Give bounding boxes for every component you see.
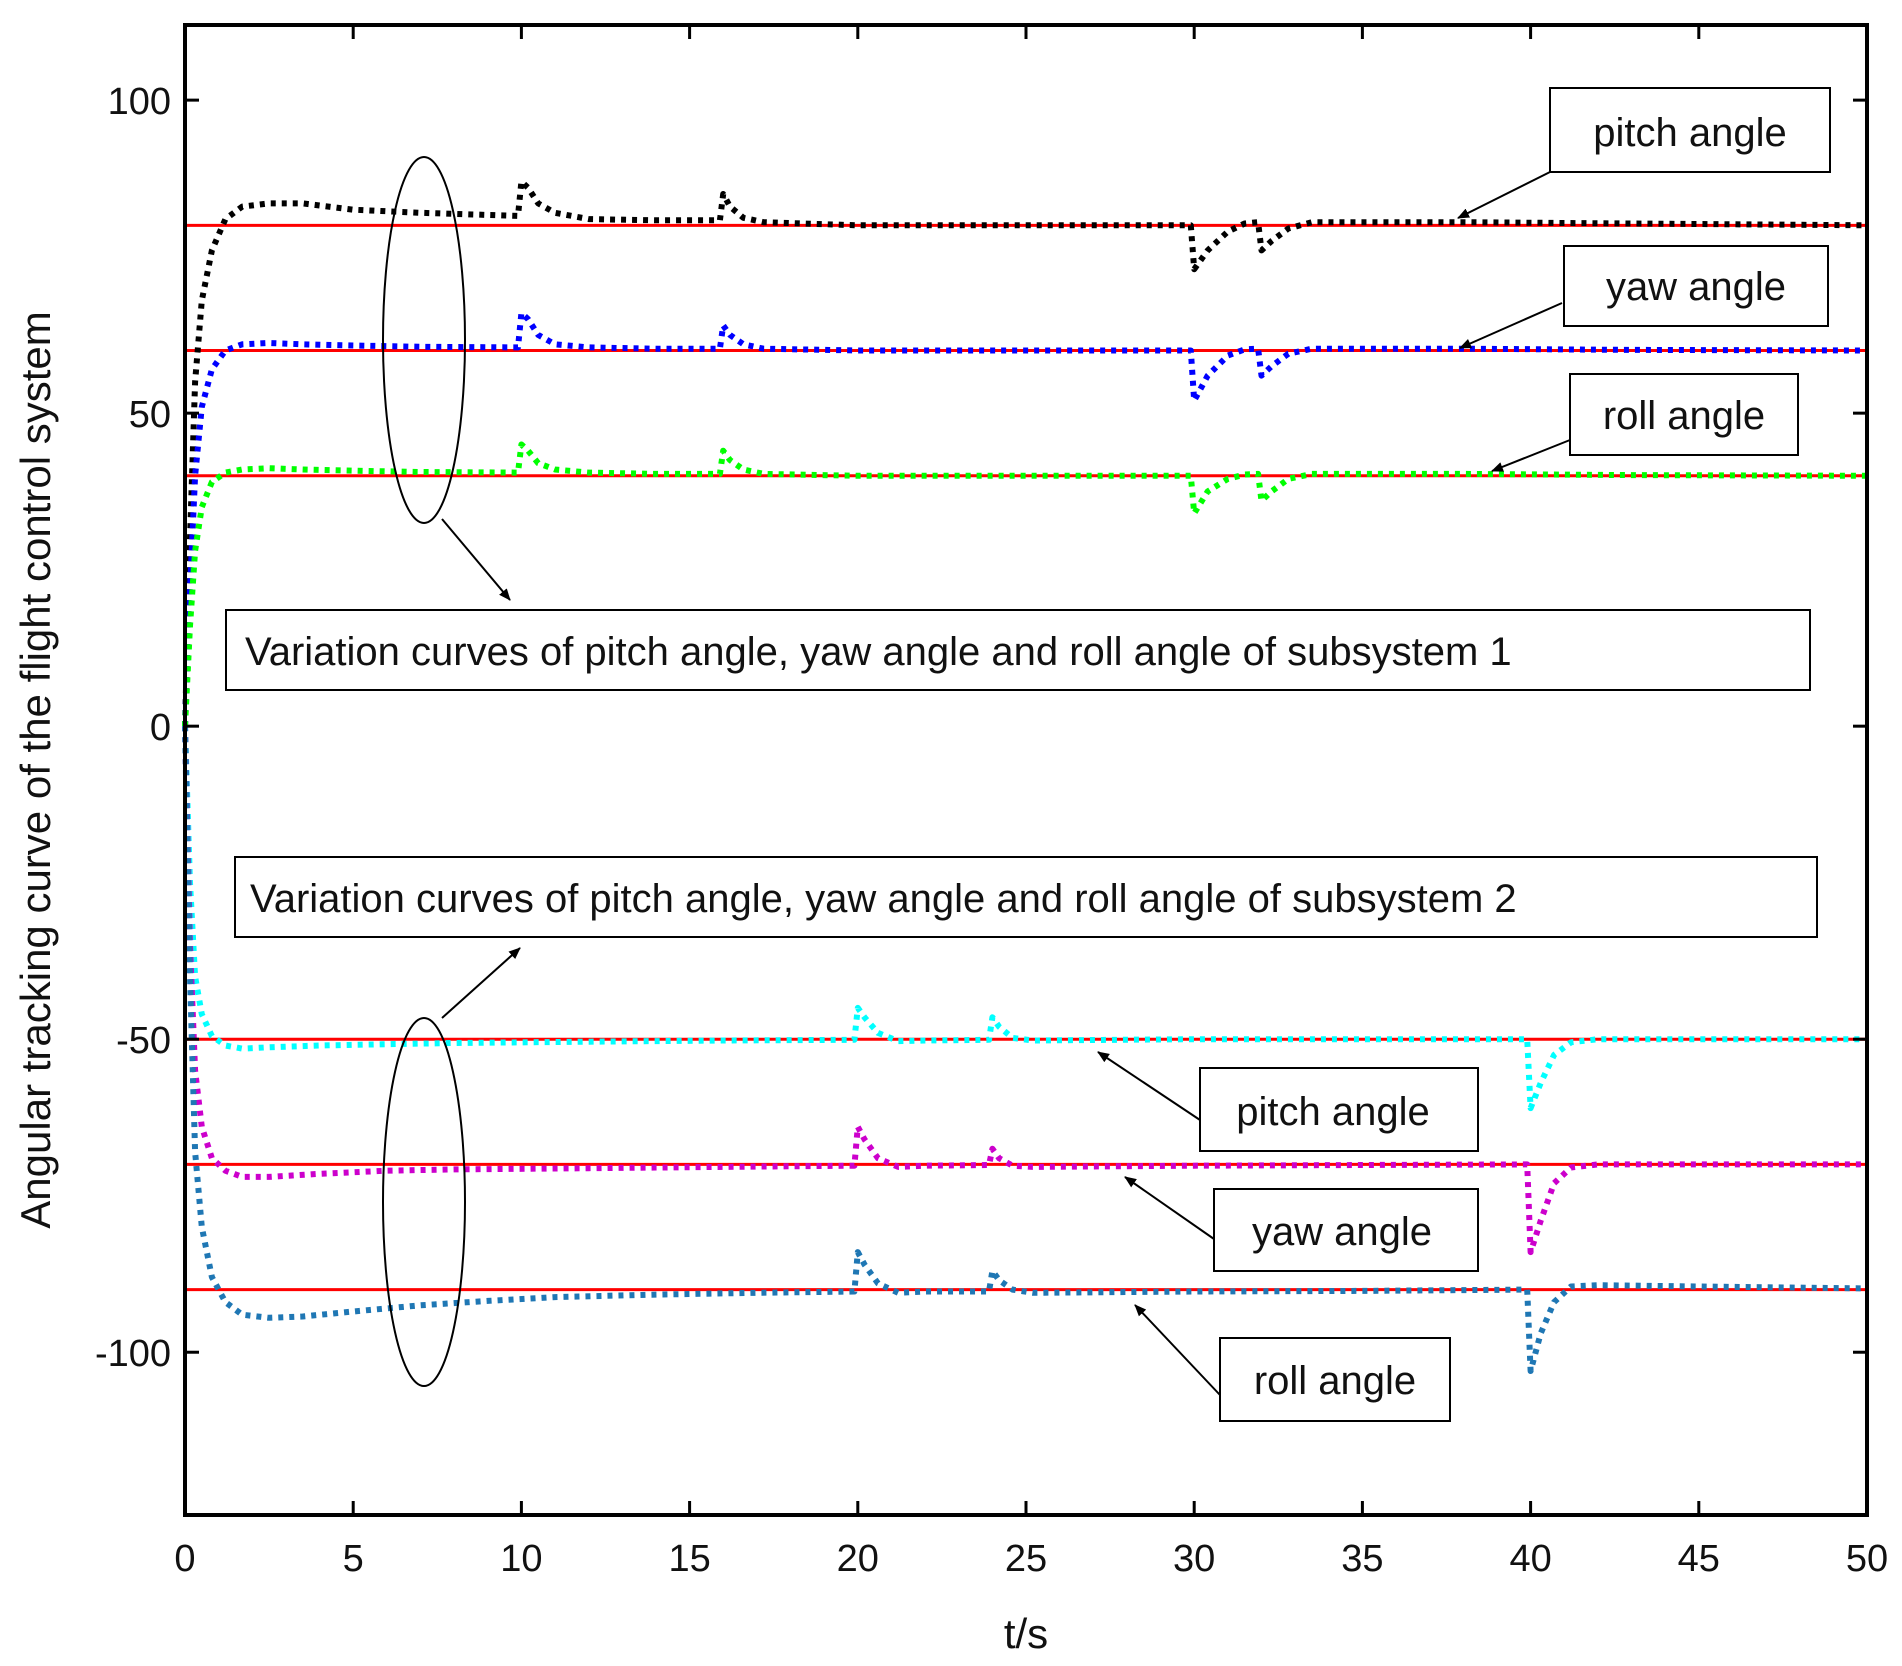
arrow-sub1-yaw [1459,302,1563,349]
x-tick-label-8: 40 [1509,1538,1551,1580]
y-axis-title: Angular tracking curve of the flight con… [12,311,59,1228]
x-tick-label-5: 25 [1005,1538,1047,1580]
label-sub2-pitch: pitch angle [1236,1090,1429,1134]
label-sub1-pitch: pitch angle [1593,111,1786,155]
box-sub2-yaw [1213,1188,1479,1272]
x-tick-label-0: 0 [174,1538,195,1580]
box-sub2-caption [234,856,1818,938]
box-sub1-pitch [1549,87,1831,173]
label-sub1-roll: roll angle [1603,394,1765,438]
arrow-sub1-caption [441,518,511,601]
x-tick-label-4: 20 [837,1538,879,1580]
x-tick-label-6: 30 [1173,1538,1215,1580]
series-line-2 [182,441,1868,727]
subsystem-2-ellipse [382,1017,466,1387]
label-sub2-roll: roll angle [1254,1359,1416,1403]
box-sub1-roll [1569,373,1799,456]
y-tick-label-1: 50 [129,394,171,436]
x-tick-label-2: 10 [500,1538,542,1580]
x-tick-label-9: 45 [1678,1538,1720,1580]
label-sub2-caption: Variation curves of pitch angle, yaw ang… [250,877,1517,921]
arrow-sub1-roll [1491,439,1571,472]
label-sub2-yaw: yaw angle [1252,1210,1432,1254]
box-sub2-pitch [1199,1067,1479,1152]
series-line-5 [182,726,1868,1374]
series-line-3 [182,726,1867,1112]
ticks-layer: 0 5 10 15 20 25 30 35 40 45 50 100 50 0 -50 -100 [95,25,1888,1580]
y-tick-label-2: 0 [150,707,171,749]
arrow-sub2-pitch [1097,1051,1201,1121]
x-tick-label-10: 50 [1846,1538,1888,1580]
arrow-sub2-yaw [1124,1176,1215,1240]
y-tick-label-3: -50 [116,1020,171,1062]
label-sub1-caption: Variation curves of pitch angle, yaw ang… [245,630,1512,674]
x-axis-title: t/s [1004,1610,1048,1657]
arrow-sub2-caption [441,947,521,1019]
x-tick-label-3: 15 [668,1538,710,1580]
series-line-0 [182,178,1868,727]
box-sub2-roll [1219,1337,1451,1422]
series-layer [182,178,1868,1374]
subsystem-1-ellipse [382,156,466,524]
label-sub1-yaw: yaw angle [1606,265,1786,309]
x-tick-label-7: 35 [1341,1538,1383,1580]
series-line-4 [182,726,1867,1256]
arrow-sub1-pitch [1457,171,1551,219]
arrow-sub2-roll [1134,1304,1221,1396]
box-sub1-yaw [1563,245,1829,327]
box-sub1-caption [225,609,1811,691]
y-tick-label-4: -100 [95,1333,171,1375]
y-tick-label-0: 100 [108,81,171,123]
x-tick-label-1: 5 [343,1538,364,1580]
